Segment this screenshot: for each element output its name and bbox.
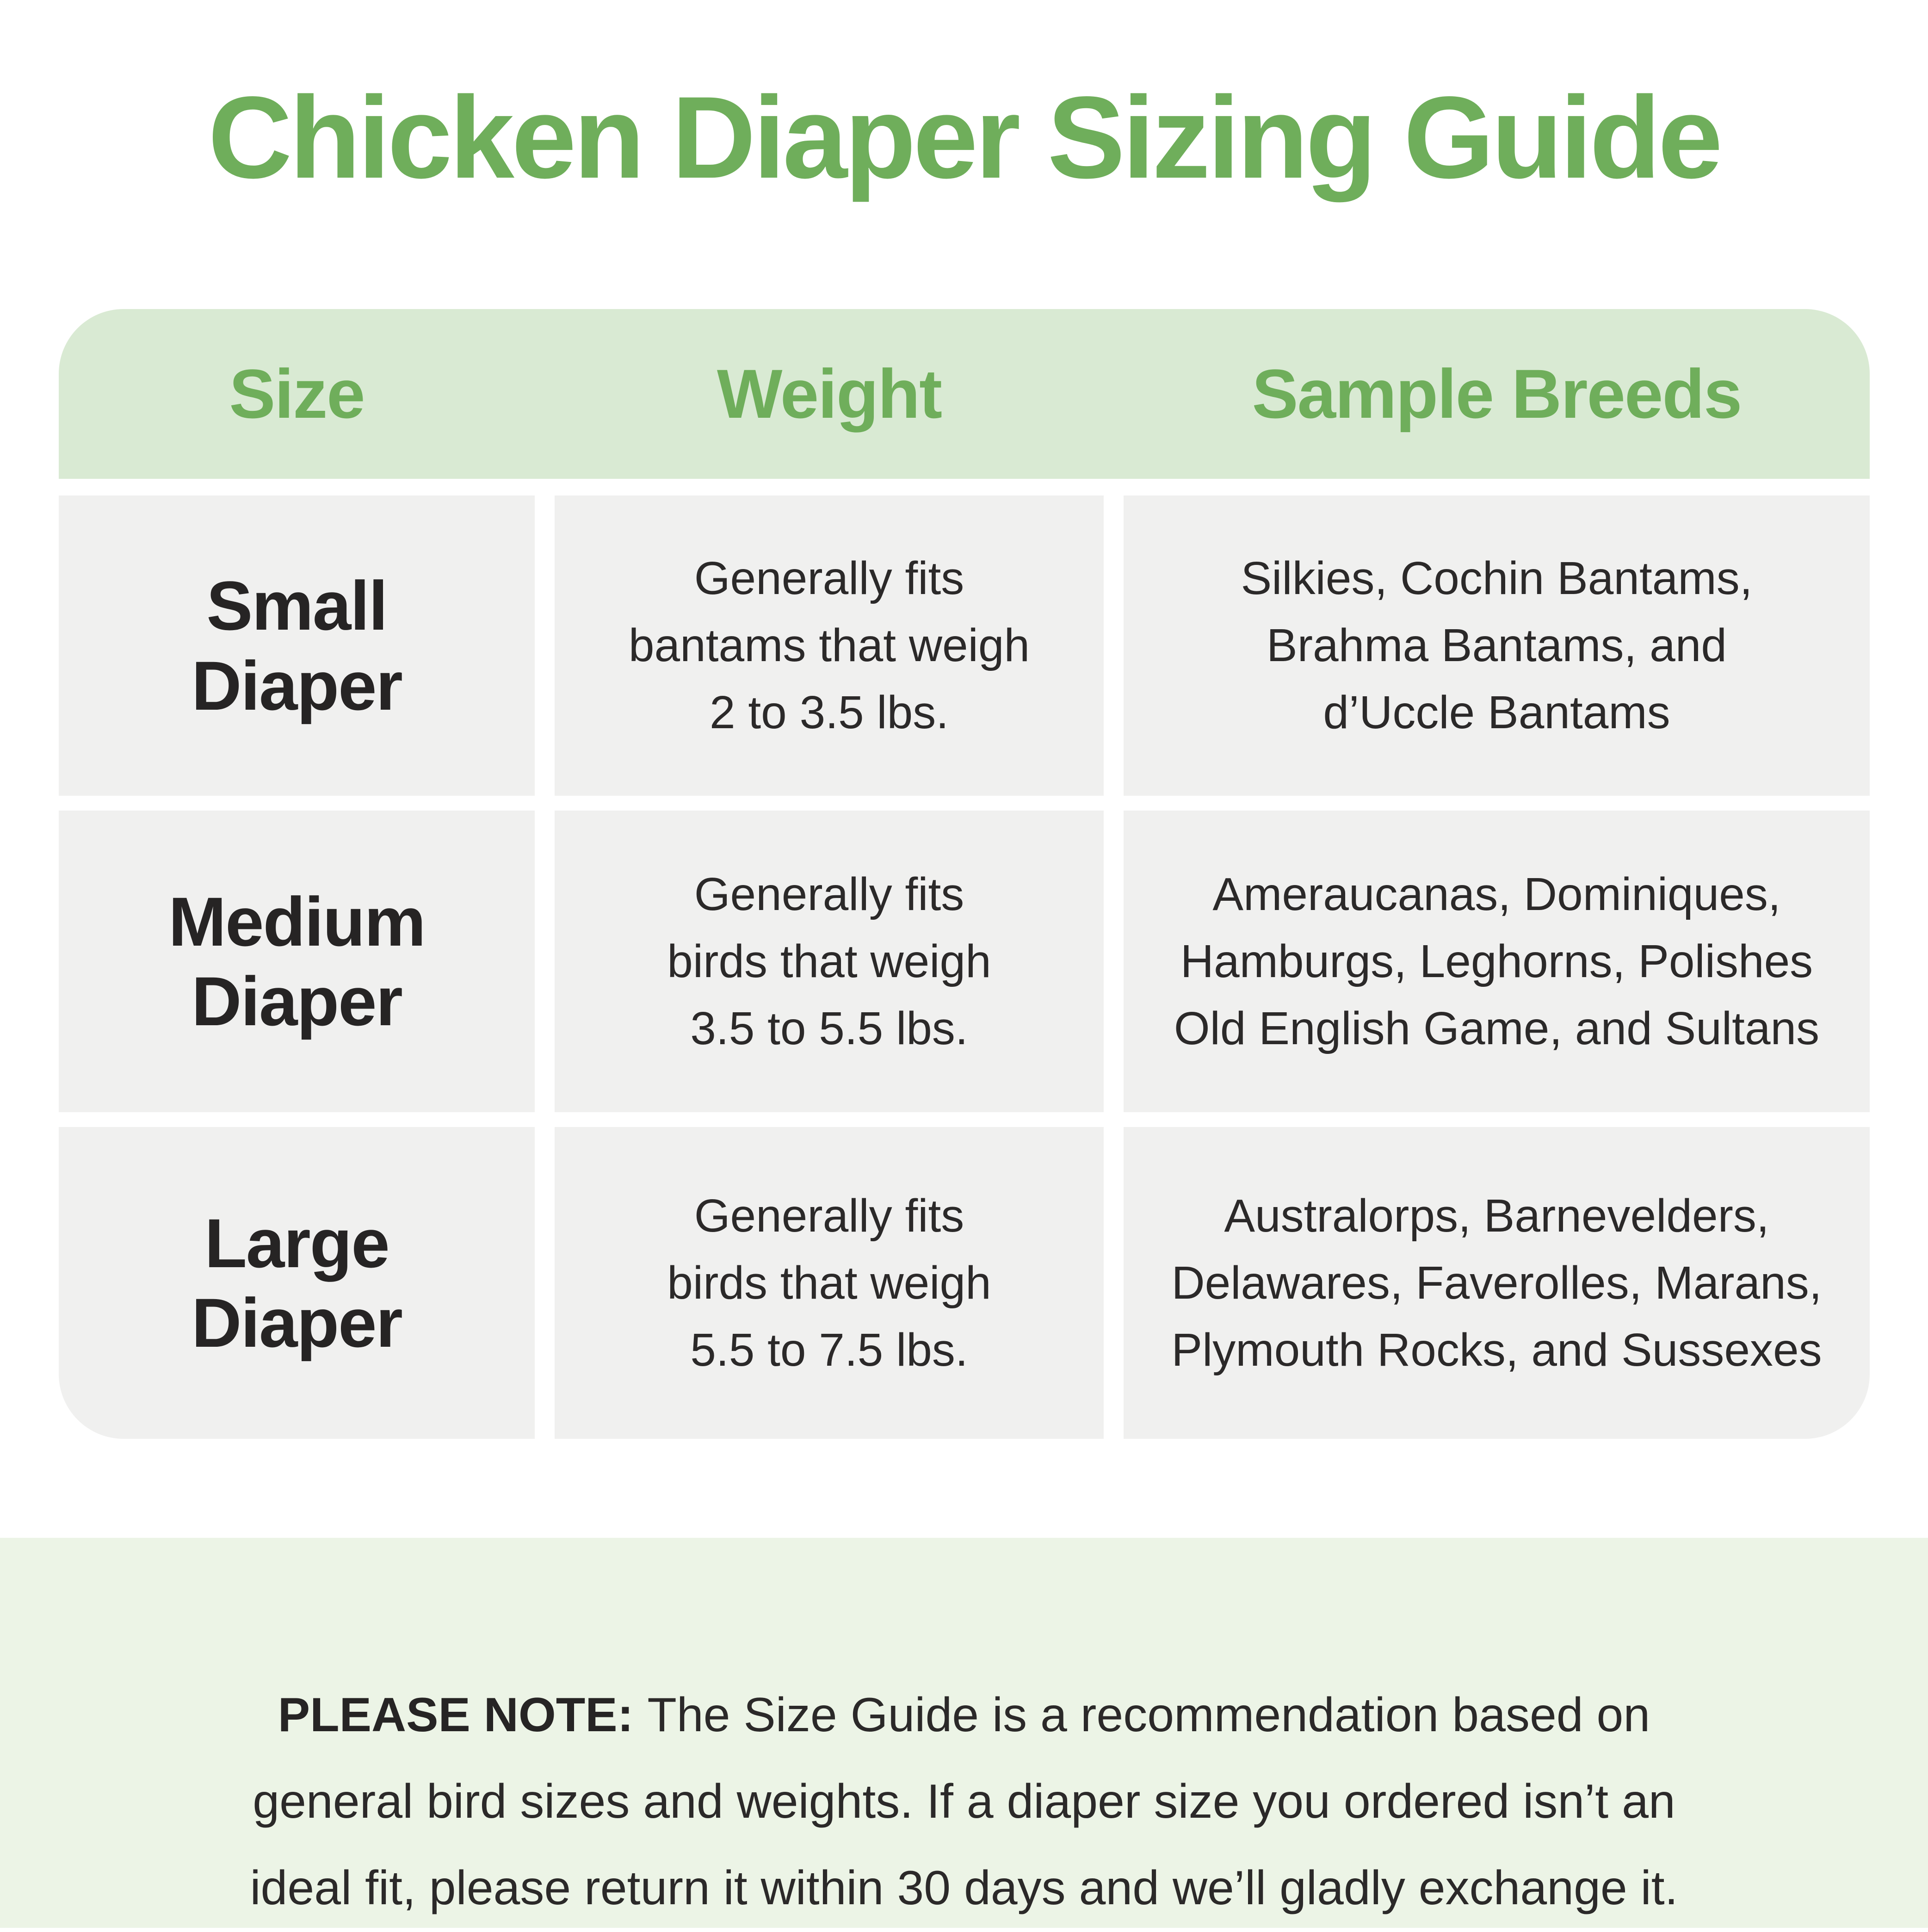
- column-header-size: Size: [229, 355, 365, 433]
- footer-note-label: PLEASE NOTE:: [278, 1688, 634, 1742]
- sizing-table-body: Small Diaper Generally fits bantams that…: [59, 495, 1870, 1439]
- breeds-cell-small: Silkies, Cochin Bantams, Brahma Bantams,…: [1124, 495, 1870, 796]
- breeds-cell-large: Australorps, Barnevelders, Delawares, Fa…: [1124, 1127, 1870, 1439]
- column-header-sample-breeds: Sample Breeds: [1252, 355, 1743, 433]
- column-header-weight: Weight: [717, 355, 942, 433]
- weight-cell-large: Generally fits birds that weigh 5.5 to 7…: [555, 1127, 1104, 1439]
- size-cell-large: Large Diaper: [59, 1127, 535, 1439]
- weight-cell-small: Generally fits bantams that weigh 2 to 3…: [555, 495, 1104, 796]
- size-cell-small: Small Diaper: [59, 495, 535, 796]
- size-cell-medium: Medium Diaper: [59, 811, 535, 1112]
- breeds-cell-medium: Ameraucanas, Dominiques, Hamburgs, Legho…: [1124, 811, 1870, 1112]
- footer-note: PLEASE NOTE: The Size Guide is a recommen…: [0, 1538, 1928, 1928]
- table-header-row: Size Weight Sample Breeds: [59, 309, 1870, 479]
- footer-note-body: The Size Guide is a recommendation based…: [250, 1688, 1678, 1915]
- page-title: Chicken Diaper Sizing Guide: [208, 73, 1723, 203]
- weight-cell-medium: Generally fits birds that weigh 3.5 to 5…: [555, 811, 1104, 1112]
- footer-note-text: PLEASE NOTE: The Size Guide is a recommen…: [0, 1672, 1928, 1932]
